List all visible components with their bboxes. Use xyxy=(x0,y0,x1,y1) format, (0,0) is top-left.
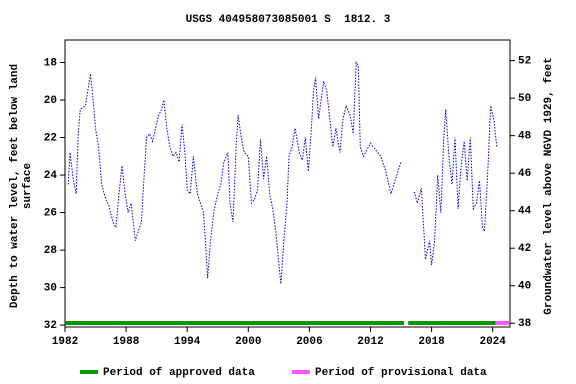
x-tick-label: 1994 xyxy=(174,336,201,348)
y-tick-label: 26 xyxy=(44,207,57,219)
y-tick-label: 24 xyxy=(44,170,58,182)
y-tick-label: 28 xyxy=(44,245,58,257)
y2-tick-label: 48 xyxy=(518,131,532,143)
y2-tick-label: 38 xyxy=(518,318,532,330)
chart-title: USGS 404958073085001 S 1812. 3 xyxy=(186,14,391,26)
x-tick-label: 2012 xyxy=(357,336,383,348)
plot-frame xyxy=(64,39,511,328)
y2-tick-label: 52 xyxy=(518,56,531,68)
data-line xyxy=(67,60,498,284)
y-tick-label: 22 xyxy=(44,132,57,144)
y2-tick-label: 46 xyxy=(518,168,531,180)
x-tick-label: 2000 xyxy=(235,336,261,348)
y-axis-label: surface xyxy=(22,163,34,210)
y-axis-label: Depth to water level, feet below land xyxy=(9,64,21,308)
x-tick-label: 2018 xyxy=(418,336,445,348)
y-tick-label: 20 xyxy=(44,95,57,107)
y2-tick-label: 50 xyxy=(518,93,531,105)
x-tick-label: 1982 xyxy=(52,336,78,348)
legend-label: Period of provisional data xyxy=(315,367,487,379)
y2-tick-label: 44 xyxy=(518,206,532,218)
legend-label: Period of approved data xyxy=(103,367,255,379)
y-tick-label: 18 xyxy=(44,57,58,69)
period-bar xyxy=(408,321,496,325)
period-bar xyxy=(495,321,509,325)
x-tick-label: 2024 xyxy=(479,336,506,348)
y2-tick-label: 40 xyxy=(518,281,531,293)
period-bar xyxy=(65,321,405,325)
x-tick-label: 1988 xyxy=(113,336,140,348)
y-tick-label: 30 xyxy=(44,283,57,295)
y-tick-label: 32 xyxy=(44,320,57,332)
x-tick-label: 2006 xyxy=(296,336,322,348)
y2-axis-label: Groundwater level above NGVD 1929, feet xyxy=(543,57,555,314)
y2-tick-label: 42 xyxy=(518,243,531,255)
